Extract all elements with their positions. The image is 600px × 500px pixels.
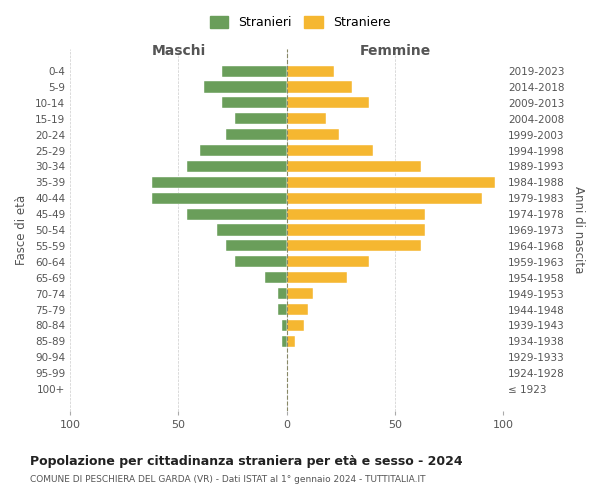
Bar	[287, 208, 425, 220]
Bar	[287, 113, 326, 124]
Bar	[187, 161, 287, 172]
Bar	[226, 129, 287, 140]
Bar	[287, 304, 308, 315]
Bar	[287, 256, 369, 268]
Bar	[287, 336, 295, 347]
Y-axis label: Anni di nascita: Anni di nascita	[572, 186, 585, 274]
Bar	[226, 240, 287, 252]
Bar	[152, 177, 287, 188]
Bar	[222, 66, 287, 76]
Text: COMUNE DI PESCHIERA DEL GARDA (VR) - Dati ISTAT al 1° gennaio 2024 - TUTTITALIA.: COMUNE DI PESCHIERA DEL GARDA (VR) - Dat…	[30, 475, 425, 484]
Bar	[222, 98, 287, 108]
Bar	[287, 129, 339, 140]
Bar	[187, 208, 287, 220]
Bar	[200, 145, 287, 156]
Bar	[287, 288, 313, 299]
Bar	[287, 192, 482, 204]
Y-axis label: Fasce di età: Fasce di età	[15, 195, 28, 265]
Bar	[205, 82, 287, 92]
Bar	[287, 320, 304, 331]
Bar	[152, 192, 287, 204]
Bar	[287, 240, 421, 252]
Bar	[235, 256, 287, 268]
Bar	[287, 161, 421, 172]
Legend: Stranieri, Straniere: Stranieri, Straniere	[205, 11, 395, 34]
Bar	[287, 224, 425, 235]
Bar	[287, 98, 369, 108]
Bar	[235, 113, 287, 124]
Bar	[278, 304, 287, 315]
Text: Maschi: Maschi	[151, 44, 206, 59]
Bar	[287, 82, 352, 92]
Text: Popolazione per cittadinanza straniera per età e sesso - 2024: Popolazione per cittadinanza straniera p…	[30, 455, 463, 468]
Bar	[265, 272, 287, 283]
Bar	[278, 288, 287, 299]
Bar	[287, 66, 334, 76]
Bar	[287, 145, 373, 156]
Text: Femmine: Femmine	[359, 44, 431, 59]
Bar	[283, 336, 287, 347]
Bar	[217, 224, 287, 235]
Bar	[283, 320, 287, 331]
Bar	[287, 272, 347, 283]
Bar	[287, 177, 495, 188]
